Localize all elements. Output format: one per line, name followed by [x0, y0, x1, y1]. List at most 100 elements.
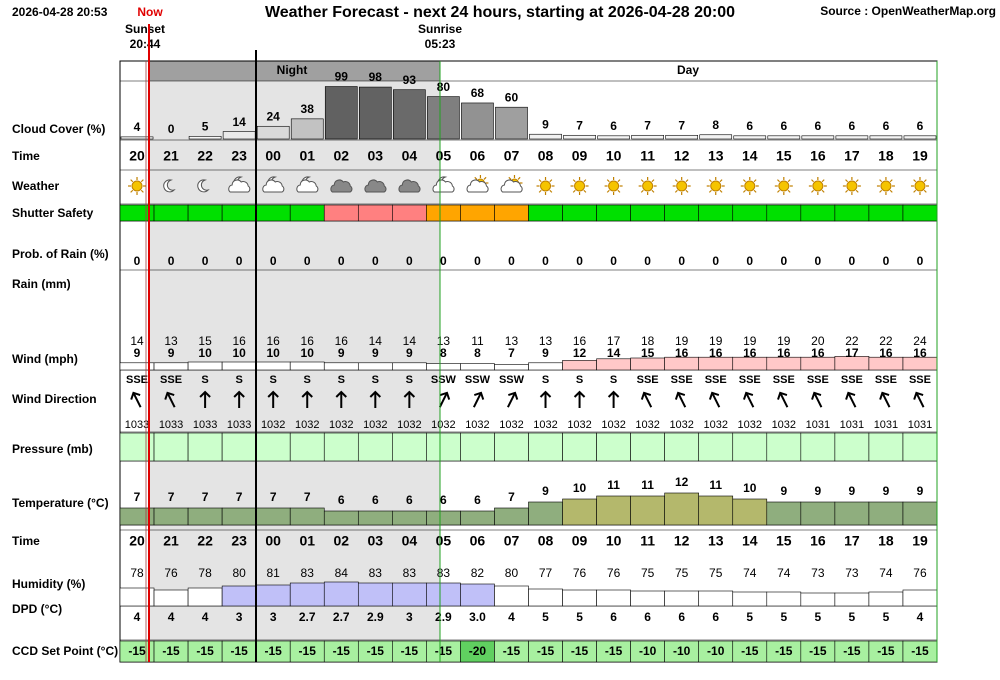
temperature-bar	[460, 510, 495, 526]
row-label: Cloud Cover (%)	[12, 122, 105, 136]
sun-ray	[640, 179, 644, 183]
sun	[540, 180, 552, 192]
sun-ray	[572, 189, 576, 193]
temperature-value: 9	[815, 484, 822, 498]
wind-gust: 18	[641, 334, 655, 348]
pressure-value: 1032	[533, 419, 557, 431]
cloud-bar	[188, 136, 222, 140]
wind-speed: 7	[508, 346, 515, 360]
sun	[914, 180, 926, 192]
pressure-value: 1032	[738, 419, 762, 431]
weather-icon	[638, 177, 657, 195]
time-label: 19	[912, 533, 928, 549]
temperature-bar	[289, 507, 325, 526]
pressure-cell	[834, 432, 870, 462]
arrow-head	[539, 390, 552, 398]
wind-speed: 9	[372, 346, 379, 360]
temperature-bar	[187, 507, 223, 526]
arrow-head	[607, 390, 620, 398]
time-label: 05	[436, 533, 452, 549]
pressure-value: 1032	[703, 419, 727, 431]
cloud-value: 80	[437, 80, 451, 94]
wind-gust: 16	[232, 334, 246, 348]
humidity-value: 73	[845, 566, 859, 580]
cloud	[330, 179, 353, 193]
sun-ray	[651, 179, 655, 183]
cloud-value: 93	[403, 73, 417, 87]
wind-speed: 8	[440, 346, 447, 360]
wind-arrow	[777, 391, 789, 408]
sun-ray	[130, 189, 134, 193]
sun	[676, 180, 688, 192]
shutter-cell	[732, 204, 768, 222]
time-label: 20	[129, 533, 145, 549]
cloud-bar	[256, 125, 290, 140]
weather-icon	[740, 177, 759, 195]
rain-prob-value: 0	[883, 254, 890, 268]
sun-ray	[889, 189, 893, 193]
sun	[710, 180, 722, 192]
wind-speed: 16	[913, 346, 927, 360]
wind-direction: SSW	[431, 374, 457, 386]
wind-arrow	[438, 391, 451, 408]
wind-direction: S	[304, 374, 311, 386]
wind-speed: 9	[134, 346, 141, 360]
dpd-value: 4	[917, 610, 924, 624]
cloud-bar	[903, 135, 937, 140]
ccd-value: -10	[707, 644, 725, 658]
sun	[880, 180, 892, 192]
arrow-shaft	[472, 392, 482, 408]
wind-gust: 19	[675, 334, 689, 348]
arrow-head	[301, 390, 313, 398]
dpd-value: 3.0	[469, 610, 486, 624]
wind-arrow	[233, 390, 245, 408]
time-label: 12	[674, 533, 690, 549]
temperature-bar	[255, 507, 291, 526]
cloud-bar	[393, 89, 426, 140]
sun-ray	[811, 189, 815, 193]
ccd-value: -15	[503, 644, 521, 658]
cloud-value: 0	[168, 122, 175, 136]
time-label: 21	[163, 533, 179, 549]
row-label: Humidity (%)	[12, 577, 85, 591]
arrow-head	[879, 391, 890, 400]
dpd-value: 4	[134, 610, 141, 624]
sun-ray	[777, 189, 780, 193]
time-label: 11	[640, 148, 655, 164]
temperature-value: 9	[542, 484, 549, 498]
wind-gust: 16	[335, 334, 349, 348]
cloud	[500, 179, 523, 193]
cloud-bar	[665, 134, 699, 140]
cloud	[228, 179, 251, 193]
wind-gust: 24	[913, 334, 927, 348]
wind-speed: 9	[168, 346, 175, 360]
cloud	[398, 179, 421, 193]
wind-direction: SSE	[705, 374, 727, 386]
wind-direction: SSW	[499, 374, 525, 386]
arrow-head	[335, 390, 347, 398]
humidity-value: 82	[471, 566, 485, 580]
time-label: 03	[368, 148, 384, 164]
pressure-value: 1032	[363, 419, 387, 431]
wind-direction: SSE	[126, 374, 148, 386]
humidity-bar	[289, 582, 325, 607]
sun-ray	[674, 179, 678, 183]
weather-icon	[330, 179, 353, 193]
dpd-value: 5	[849, 610, 856, 624]
arrow-shaft	[915, 392, 925, 408]
day-label: Day	[677, 63, 699, 77]
temperature-bar	[800, 501, 836, 526]
humidity-bar	[800, 592, 836, 607]
weather-icon	[197, 179, 210, 193]
humidity-bar	[630, 590, 665, 607]
wind-speed: 10	[301, 346, 315, 360]
temperature-value: 7	[270, 490, 277, 504]
cloud-value: 6	[780, 119, 787, 133]
time-label: 04	[402, 148, 418, 164]
time-label: 11	[640, 533, 655, 549]
humidity-bar	[902, 589, 938, 607]
weather-icon	[604, 177, 623, 195]
sun-ray	[845, 179, 849, 183]
wind-arrow	[301, 390, 313, 408]
time-label: 16	[810, 148, 826, 164]
